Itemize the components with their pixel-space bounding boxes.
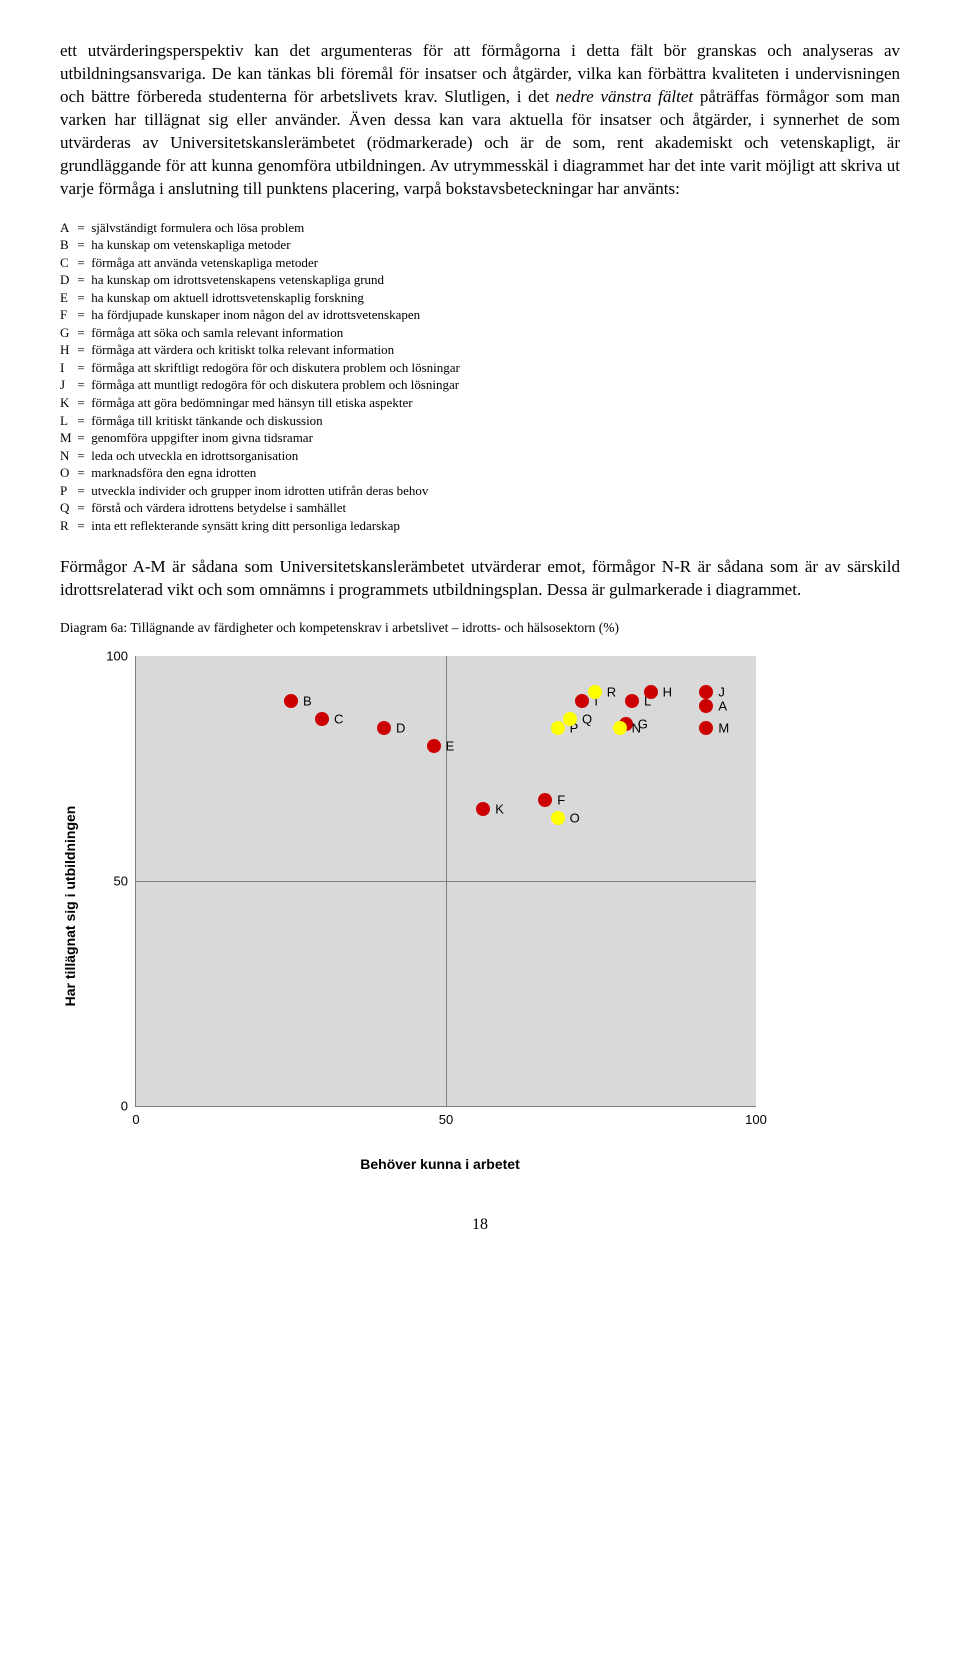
legend-item: O= marknadsföra den egna idrotten	[60, 464, 900, 482]
legend-item: H= förmåga att värdera och kritiskt tolk…	[60, 341, 900, 359]
legend-item: D= ha kunskap om idrottsvetenskapens vet…	[60, 271, 900, 289]
data-point	[315, 712, 329, 726]
data-point-label: H	[663, 685, 672, 700]
data-point-label: M	[718, 721, 729, 736]
para1-italic: nedre vänstra fältet	[556, 87, 693, 106]
chart-caption: Diagram 6a: Tillägnande av färdigheter o…	[60, 620, 900, 636]
legend-item: J= förmåga att muntligt redogöra för och…	[60, 376, 900, 394]
y-tick: 50	[114, 874, 136, 889]
paragraph-2: Förmågor A-M är sådana som Universitetsk…	[60, 556, 900, 602]
y-axis-label: Har tillägnat sig i utbildningen	[62, 806, 78, 1007]
legend-item: Q= förstå och värdera idrottens betydels…	[60, 499, 900, 517]
legend-item: G= förmåga att söka och samla relevant i…	[60, 324, 900, 342]
y-tick: 100	[106, 649, 136, 664]
data-point	[699, 721, 713, 735]
data-point	[563, 712, 577, 726]
data-point-label: C	[334, 712, 343, 727]
data-point	[551, 811, 565, 825]
x-tick: 100	[745, 1106, 767, 1127]
paragraph-1: ett utvärderingsperspektiv kan det argum…	[60, 40, 900, 201]
data-point-label: L	[644, 694, 651, 709]
data-point-label: F	[557, 793, 565, 808]
data-point	[551, 721, 565, 735]
x-axis-label: Behöver kunna i arbetet	[360, 1156, 520, 1172]
plot-area: 005050100100ABCDEFGHIJKLMNOPQR	[135, 656, 756, 1107]
data-point	[377, 721, 391, 735]
legend-item: A= självständigt formulera och lösa prob…	[60, 219, 900, 237]
legend-list: A= självständigt formulera och lösa prob…	[60, 219, 900, 535]
page-number: 18	[60, 1216, 900, 1234]
data-point-label: J	[718, 685, 725, 700]
legend-item: M= genomföra uppgifter inom givna tidsra…	[60, 429, 900, 447]
data-point	[613, 721, 627, 735]
legend-item: L= förmåga till kritiskt tänkande och di…	[60, 412, 900, 430]
scatter-chart: Har tillägnat sig i utbildningen 0050501…	[80, 646, 800, 1166]
data-point	[284, 694, 298, 708]
legend-item: K= förmåga att göra bedömningar med häns…	[60, 394, 900, 412]
data-point	[699, 699, 713, 713]
data-point	[427, 739, 441, 753]
legend-item: E= ha kunskap om aktuell idrottsvetenska…	[60, 289, 900, 307]
data-point	[476, 802, 490, 816]
legend-item: F= ha fördjupade kunskaper inom någon de…	[60, 306, 900, 324]
legend-item: R= inta ett reflekterande synsätt kring …	[60, 517, 900, 535]
data-point-label: Q	[582, 712, 592, 727]
data-point-label: D	[396, 721, 405, 736]
data-point-label: A	[718, 698, 727, 713]
x-tick: 50	[439, 1106, 453, 1127]
data-point-label: N	[632, 721, 641, 736]
data-point	[699, 685, 713, 699]
data-point	[538, 793, 552, 807]
data-point	[588, 685, 602, 699]
data-point	[575, 694, 589, 708]
data-point-label: O	[570, 811, 580, 826]
data-point-label: B	[303, 694, 312, 709]
legend-item: B= ha kunskap om vetenskapliga metoder	[60, 236, 900, 254]
legend-item: I= förmåga att skriftligt redogöra för o…	[60, 359, 900, 377]
data-point-label: E	[446, 739, 455, 754]
legend-item: N= leda och utveckla en idrottsorganisat…	[60, 447, 900, 465]
data-point	[625, 694, 639, 708]
data-point-label: K	[495, 802, 504, 817]
legend-item: C= förmåga att använda vetenskapliga met…	[60, 254, 900, 272]
legend-item: P= utveckla individer och grupper inom i…	[60, 482, 900, 500]
x-tick: 0	[132, 1106, 139, 1127]
data-point-label: R	[607, 685, 616, 700]
